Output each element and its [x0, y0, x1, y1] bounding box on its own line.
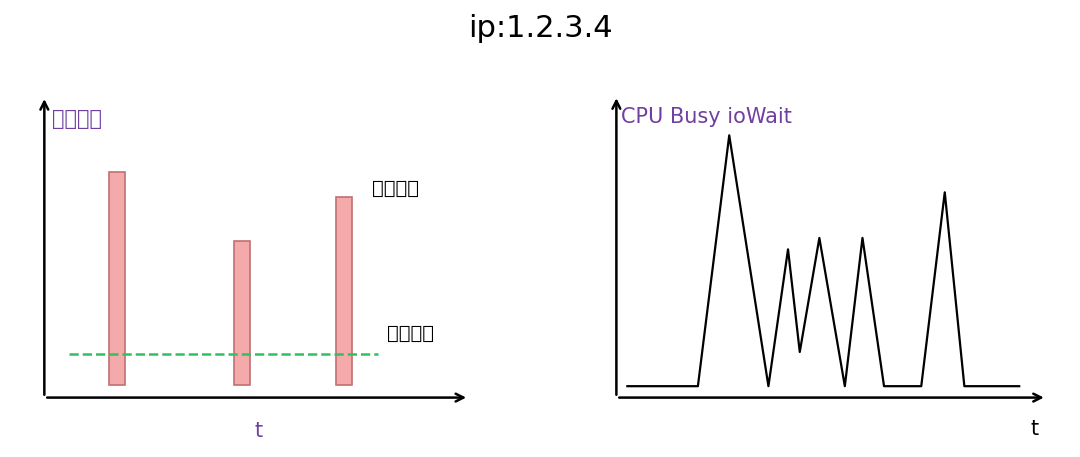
Bar	[336, 197, 352, 385]
Bar	[109, 171, 125, 385]
Text: 平均耗时: 平均耗时	[387, 324, 434, 343]
Text: 调用时长: 调用时长	[52, 109, 102, 129]
Text: t: t	[1030, 419, 1039, 439]
Text: t: t	[255, 421, 264, 441]
Text: 异常耗时: 异常耗时	[373, 179, 419, 198]
Text: CPU Busy ioWait: CPU Busy ioWait	[621, 107, 793, 127]
Bar	[234, 241, 249, 385]
Text: ip:1.2.3.4: ip:1.2.3.4	[468, 14, 612, 43]
